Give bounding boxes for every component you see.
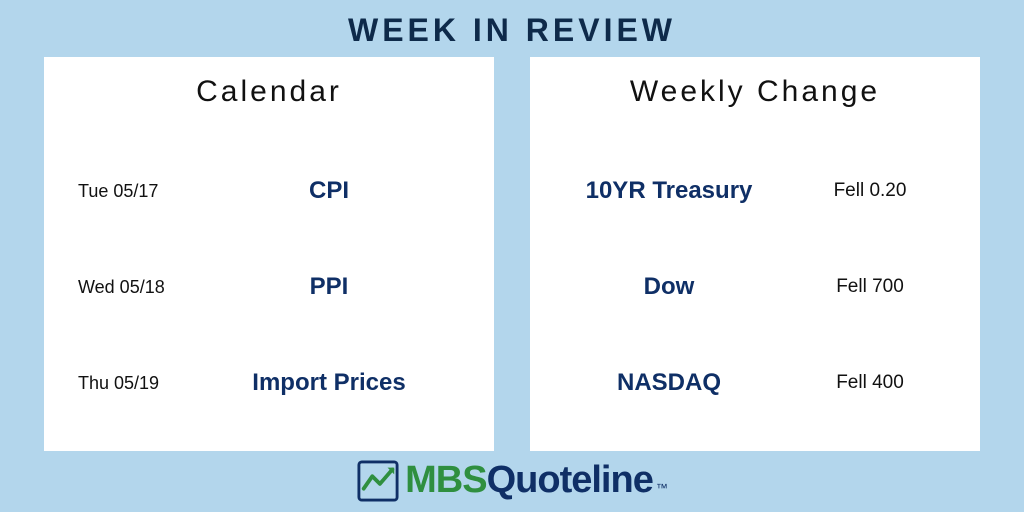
weekly-heading: Weekly Change — [554, 75, 956, 109]
weekly-change-value: Fell 0.20 — [784, 180, 956, 202]
cards-container: Calendar Tue 05/17 CPI Wed 05/18 PPI Thu… — [0, 57, 1024, 451]
weekly-change-card: Weekly Change 10YR Treasury Fell 0.20 Do… — [530, 57, 980, 451]
weekly-instrument: Dow — [554, 272, 784, 302]
calendar-date: Thu 05/19 — [68, 373, 218, 394]
calendar-row: Tue 05/17 CPI — [68, 143, 470, 239]
weekly-instrument: NASDAQ — [554, 368, 784, 398]
calendar-card: Calendar Tue 05/17 CPI Wed 05/18 PPI Thu… — [44, 57, 494, 451]
weekly-change-value: Fell 700 — [784, 276, 956, 298]
weekly-row: NASDAQ Fell 400 — [554, 335, 956, 431]
logo-text: MBSQuoteline™ — [405, 459, 667, 502]
weekly-change-value: Fell 400 — [784, 372, 956, 394]
calendar-row: Thu 05/19 Import Prices — [68, 335, 470, 431]
calendar-row: Wed 05/18 PPI — [68, 239, 470, 335]
page-title: WEEK IN REVIEW — [0, 0, 1024, 57]
logo-trademark: ™ — [656, 481, 667, 495]
chart-icon — [357, 460, 399, 502]
weekly-row: Dow Fell 700 — [554, 239, 956, 335]
calendar-event: PPI — [218, 273, 470, 301]
calendar-date: Tue 05/17 — [68, 181, 218, 202]
calendar-event: Import Prices — [218, 369, 470, 397]
calendar-heading: Calendar — [68, 75, 470, 109]
calendar-date: Wed 05/18 — [68, 277, 218, 298]
logo-part2: Quoteline — [487, 459, 653, 502]
weekly-row: 10YR Treasury Fell 0.20 — [554, 143, 956, 239]
weekly-instrument: 10YR Treasury — [554, 176, 784, 206]
calendar-event: CPI — [218, 177, 470, 205]
logo: MBSQuoteline™ — [0, 459, 1024, 502]
logo-part1: MBS — [405, 459, 486, 502]
